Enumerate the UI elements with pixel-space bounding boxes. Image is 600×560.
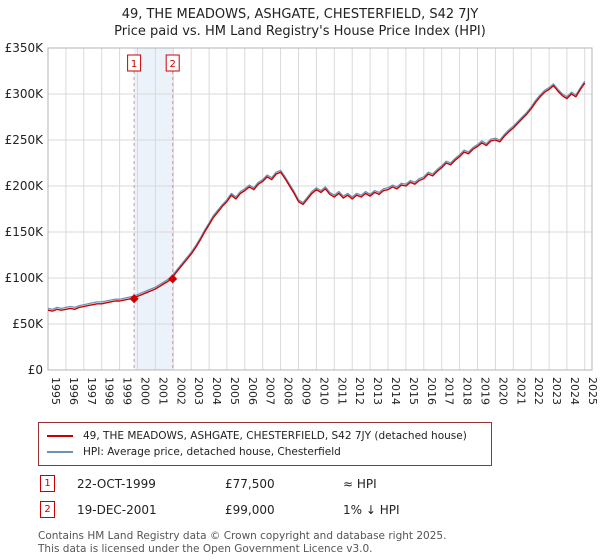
svg-text:2015: 2015 xyxy=(407,377,420,405)
transaction-1-badge: 1 xyxy=(40,475,55,492)
footer-line-2: This data is licensed under the Open Gov… xyxy=(38,543,373,555)
svg-text:£50K: £50K xyxy=(12,317,44,331)
sale-2-marker-number: 2 xyxy=(170,59,176,70)
blue-line-swatch xyxy=(47,451,73,453)
svg-text:£250K: £250K xyxy=(5,133,45,147)
svg-text:2024: 2024 xyxy=(568,377,581,405)
transaction-2-hpi-note: 1% ↓ HPI xyxy=(343,502,400,517)
legend-item-property: 49, THE MEADOWS, ASHGATE, CHESTERFIELD, … xyxy=(47,428,483,444)
transaction-1-price: £77,500 xyxy=(225,476,275,491)
svg-text:2002: 2002 xyxy=(174,377,187,405)
svg-text:1995: 1995 xyxy=(49,377,62,405)
svg-text:2003: 2003 xyxy=(192,377,205,405)
sale-2-marker-box xyxy=(165,54,180,72)
series-price-paid xyxy=(47,82,586,312)
transaction-1-date: 22-OCT-1999 xyxy=(77,476,156,491)
legend-item-hpi: HPI: Average price, detached house, Ches… xyxy=(47,444,483,460)
page-subtitle: Price paid vs. HM Land Registry's House … xyxy=(114,24,486,39)
svg-text:2016: 2016 xyxy=(425,377,438,405)
svg-text:2018: 2018 xyxy=(461,377,474,405)
svg-text:2008: 2008 xyxy=(282,377,295,405)
svg-text:2020: 2020 xyxy=(496,377,509,405)
series-hpi xyxy=(47,80,586,310)
price-history-chart: 1 2 £0 £50K £100K £150K £200K £250K £300K £350K 19… xyxy=(5,42,599,405)
svg-text:1998: 1998 xyxy=(103,377,116,405)
svg-text:2009: 2009 xyxy=(300,377,313,405)
svg-text:2010: 2010 xyxy=(317,377,330,405)
svg-text:£150K: £150K xyxy=(5,225,45,239)
svg-text:2021: 2021 xyxy=(514,377,527,405)
transaction-row-2: 2 19-DEC-2001 £99,000 1% ↓ HPI xyxy=(40,501,600,518)
svg-text:2014: 2014 xyxy=(389,377,402,405)
svg-text:2017: 2017 xyxy=(443,377,456,405)
y-gridlines xyxy=(48,47,592,371)
transaction-row-1: 1 22-OCT-1999 £77,500 ≈ HPI xyxy=(40,475,600,492)
x-gridlines xyxy=(47,48,586,370)
x-axis-labels: 1995 1996 1997 1998 1999 2000 2001 2002 2003 2004… xyxy=(49,377,599,405)
transaction-2-date: 19-DEC-2001 xyxy=(77,502,157,517)
svg-text:£200K: £200K xyxy=(5,179,45,193)
transaction-2-price: £99,000 xyxy=(225,502,275,517)
svg-text:2007: 2007 xyxy=(264,377,277,405)
svg-text:2019: 2019 xyxy=(479,377,492,405)
plot-border xyxy=(47,47,593,371)
svg-text:£300K: £300K xyxy=(5,87,45,101)
legend-label-hpi: HPI: Average price, detached house, Ches… xyxy=(83,446,341,458)
legend-label-property: 49, THE MEADOWS, ASHGATE, CHESTERFIELD, … xyxy=(83,430,467,442)
svg-text:2001: 2001 xyxy=(156,377,169,405)
svg-text:2025: 2025 xyxy=(586,377,599,405)
svg-text:£100K: £100K xyxy=(5,271,45,285)
svg-text:2011: 2011 xyxy=(335,377,348,405)
sale-1-marker-box xyxy=(127,54,142,72)
page-title: 49, THE MEADOWS, ASHGATE, CHESTERFIELD, … xyxy=(121,7,479,22)
transaction-1-hpi-note: ≈ HPI xyxy=(343,476,377,491)
sale-period-band xyxy=(134,48,173,370)
svg-text:2023: 2023 xyxy=(550,377,563,405)
svg-text:£350K: £350K xyxy=(5,42,45,55)
svg-text:£0: £0 xyxy=(28,363,43,377)
svg-text:1996: 1996 xyxy=(67,377,80,405)
svg-text:2022: 2022 xyxy=(532,377,545,405)
footer-line-1: Contains HM Land Registry data © Crown c… xyxy=(38,530,447,542)
y-axis-labels: £0 £50K £100K £150K £200K £250K £300K £350K xyxy=(5,42,45,377)
transaction-2-badge: 2 xyxy=(40,501,55,518)
svg-text:1997: 1997 xyxy=(85,377,98,405)
svg-text:2012: 2012 xyxy=(353,377,366,405)
red-line-swatch xyxy=(47,435,73,437)
svg-text:1999: 1999 xyxy=(121,377,134,405)
svg-text:2005: 2005 xyxy=(228,377,241,405)
svg-text:2004: 2004 xyxy=(210,377,223,405)
svg-text:2013: 2013 xyxy=(371,377,384,405)
svg-text:2000: 2000 xyxy=(139,377,152,405)
chart-legend: 49, THE MEADOWS, ASHGATE, CHESTERFIELD, … xyxy=(38,422,492,466)
sale-1-marker-number: 1 xyxy=(131,59,137,70)
svg-text:2006: 2006 xyxy=(246,377,259,405)
license-footer: Contains HM Land Registry data © Crown c… xyxy=(38,530,600,556)
